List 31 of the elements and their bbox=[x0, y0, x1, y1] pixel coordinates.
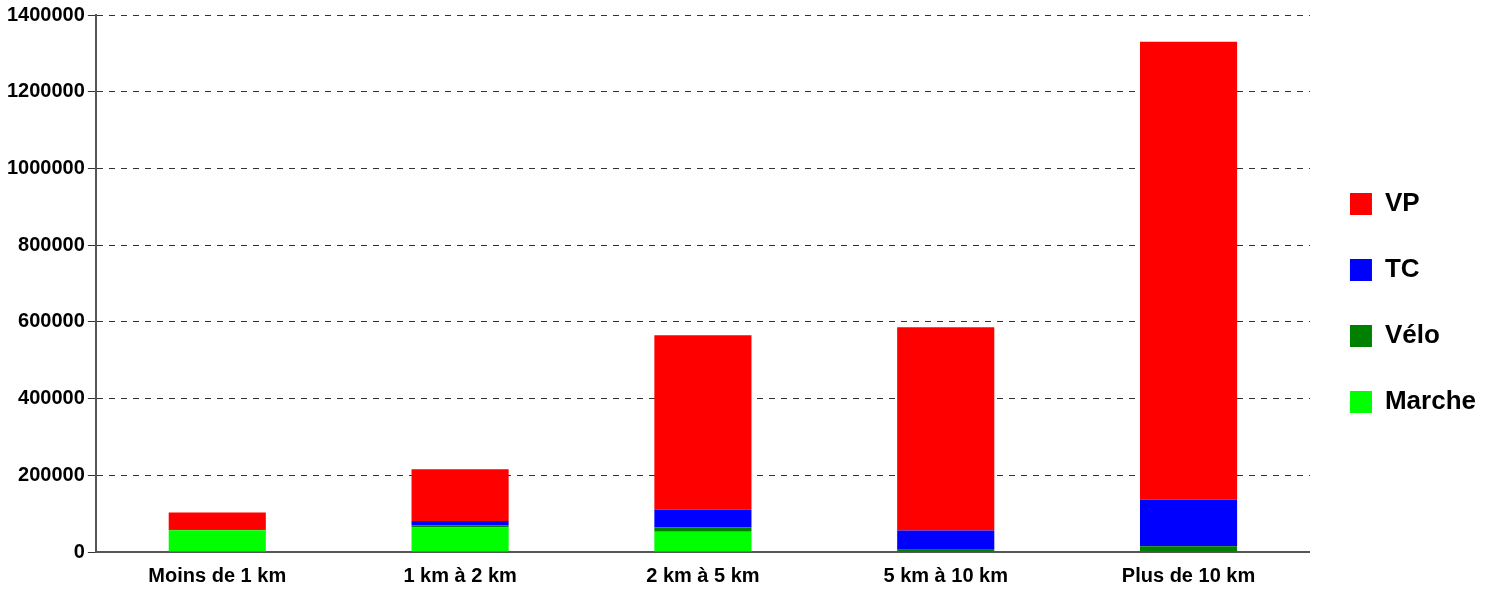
legend-label: TC bbox=[1384, 253, 1420, 284]
x-tick-label: 1 km à 2 km bbox=[403, 563, 517, 586]
bar bbox=[654, 527, 752, 532]
bar bbox=[654, 335, 752, 510]
bar bbox=[897, 327, 995, 531]
y-tick-label: 1400000 bbox=[6, 2, 85, 25]
x-tick-label: Moins de 1 km bbox=[148, 563, 287, 586]
bar bbox=[897, 530, 995, 550]
bar bbox=[411, 520, 509, 526]
y-tick-label: 0 bbox=[73, 539, 85, 562]
bar bbox=[1139, 41, 1238, 500]
x-tick-label: Plus de 10 km bbox=[1121, 563, 1256, 586]
bar bbox=[168, 530, 266, 552]
y-tick-label: 600000 bbox=[18, 309, 85, 332]
y-tick-label: 200000 bbox=[18, 462, 85, 485]
bar bbox=[168, 512, 266, 529]
legend-label: Marche bbox=[1384, 385, 1477, 416]
bar bbox=[411, 469, 509, 521]
bar bbox=[1139, 499, 1238, 547]
bar bbox=[654, 509, 752, 528]
y-tick-label: 1000000 bbox=[6, 155, 85, 178]
legend-label: VP bbox=[1384, 187, 1420, 218]
y-tick-label: 1200000 bbox=[6, 79, 85, 102]
x-tick-label: 2 km à 5 km bbox=[646, 563, 760, 586]
bar bbox=[1139, 546, 1238, 552]
bar bbox=[654, 531, 752, 552]
legend-label: Vélo bbox=[1384, 319, 1440, 350]
x-tick-label: 5 km à 10 km bbox=[883, 563, 1008, 586]
y-tick-label: 400000 bbox=[18, 386, 85, 409]
y-tick-label: 800000 bbox=[18, 232, 85, 255]
bar bbox=[411, 527, 509, 552]
